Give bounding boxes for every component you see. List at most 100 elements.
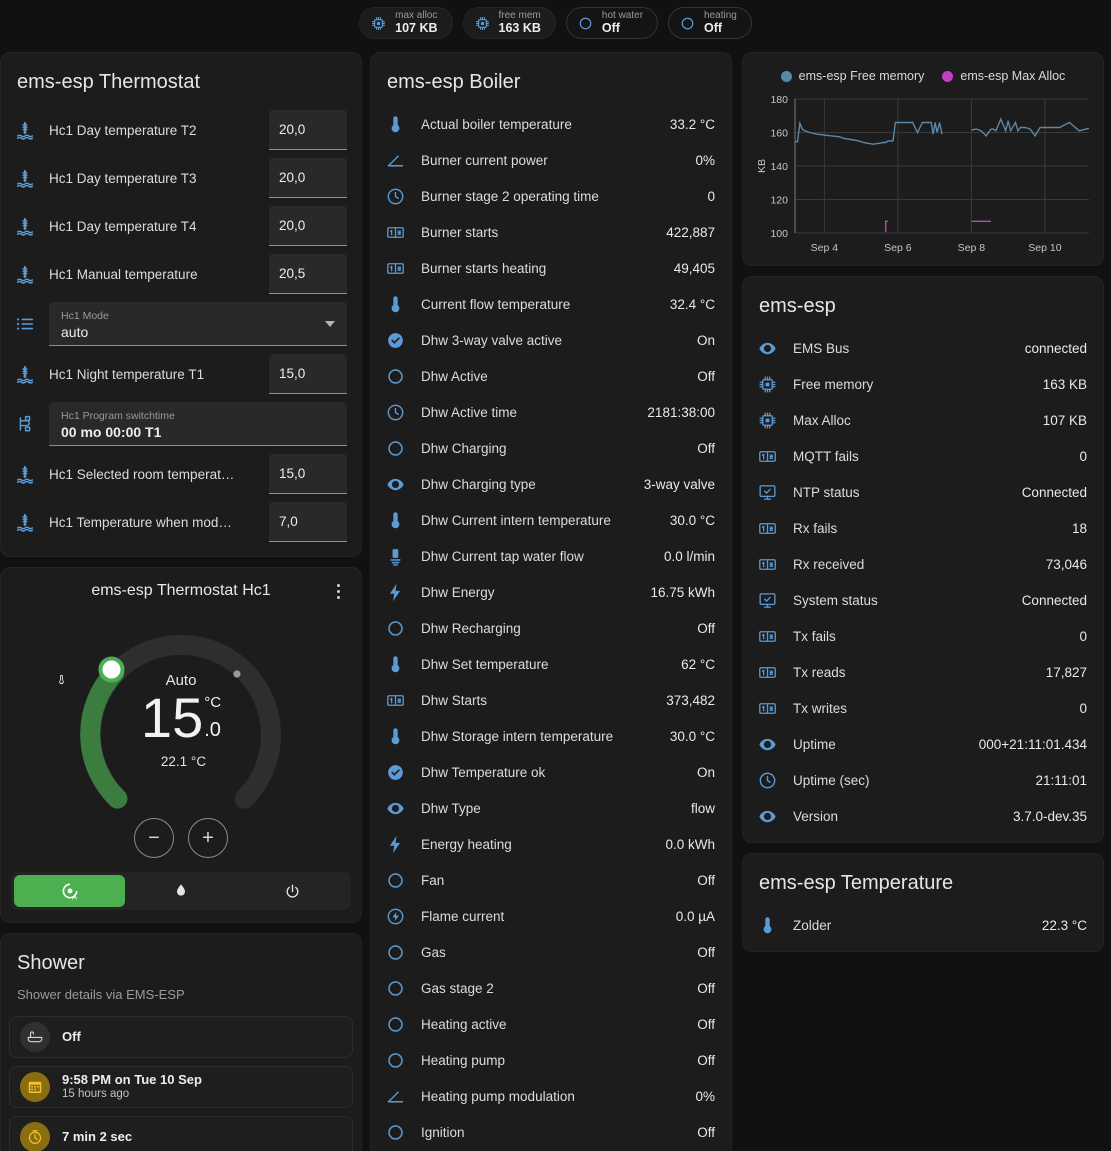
boiler-entity-row[interactable]: Dhw Temperature ok On [371, 754, 731, 790]
control-label: Hc1 Night temperature T1 [49, 366, 205, 382]
number-input[interactable]: 15,0 [269, 454, 347, 494]
badge-max-alloc[interactable]: max alloc 107 KB [359, 7, 453, 39]
boiler-entity-row[interactable]: Current flow temperature 32.4 °C [371, 286, 731, 322]
chart-plot-area[interactable]: 100 120 140 160 180 Sep 4 Sep 6 Sep 8 Sep 10 KB [751, 91, 1097, 259]
thermometer-lines-icon [13, 214, 37, 238]
boiler-entity-row[interactable]: Dhw 3-way valve active On [371, 322, 731, 358]
shower-row[interactable]: 9:58 PM on Tue 10 Sep 15 hours ago [9, 1066, 353, 1108]
boiler-entity-row[interactable]: Flame current 0.0 µA [371, 898, 731, 934]
boiler-entity-row[interactable]: Dhw Active Off [371, 358, 731, 394]
emsesp-entity-row[interactable]: Rx fails 18 [743, 510, 1103, 546]
legend-label: ems-esp Free memory [798, 69, 925, 83]
badge-heating[interactable]: heating Off [668, 7, 752, 39]
boiler-entity-row[interactable]: Dhw Set temperature 62 °C [371, 646, 731, 682]
emsesp-entity-row[interactable]: Version 3.7.0-dev.35 [743, 798, 1103, 834]
entity-value: Connected [1021, 592, 1087, 608]
mode-heat-button[interactable] [125, 875, 236, 907]
shower-row[interactable]: Off [9, 1016, 353, 1058]
thermometer-icon [383, 112, 407, 136]
entity-name: Tx fails [793, 628, 836, 644]
boiler-entity-row[interactable]: Energy heating 0.0 kWh [371, 826, 731, 862]
boiler-entity-row[interactable]: Fan Off [371, 862, 731, 898]
entity-value: 73,046 [1045, 556, 1087, 572]
boiler-entity-row[interactable]: Actual boiler temperature 33.2 °C [371, 106, 731, 142]
boiler-entity-row[interactable]: Dhw Recharging Off [371, 610, 731, 646]
boiler-entity-row[interactable]: Burner stage 2 operating time 0 [371, 178, 731, 214]
boiler-entity-row[interactable]: Heating pump Off [371, 1042, 731, 1078]
number-input[interactable]: 20,5 [269, 254, 347, 294]
emsesp-entity-row[interactable]: MQTT fails 0 [743, 438, 1103, 474]
more-options-icon[interactable] [329, 582, 347, 600]
badge-hot-water[interactable]: hot water Off [565, 7, 659, 39]
emsesp-entity-row[interactable]: Uptime 000+21:11:01.434 [743, 726, 1103, 762]
emsesp-entity-row[interactable]: Max Alloc 107 KB [743, 402, 1103, 438]
bathtub-icon [20, 1022, 50, 1052]
boiler-entity-row[interactable]: Burner starts heating 49,405 [371, 250, 731, 286]
number-input[interactable]: 20,0 [269, 110, 347, 150]
thermometer-lines-icon [13, 166, 37, 190]
boiler-entity-row[interactable]: Dhw Charging type 3-way valve [371, 466, 731, 502]
gauge-icon [383, 1084, 407, 1108]
number-input[interactable]: 7,0 [269, 502, 347, 542]
temperature-entity-row[interactable]: Zolder 22.3 °C [743, 907, 1103, 943]
entity-value: 2181:38:00 [647, 404, 715, 420]
entity-value: 373,482 [666, 692, 715, 708]
dial-handle[interactable] [98, 656, 125, 683]
boiler-entity-row[interactable]: Dhw Starts 373,482 [371, 682, 731, 718]
number-input[interactable]: 20,0 [269, 206, 347, 246]
dial-step-buttons: − + [1, 818, 361, 858]
mode-select[interactable]: Hc1 Mode auto [49, 302, 347, 346]
entity-name: Dhw Current intern temperature [421, 512, 611, 528]
emsesp-entity-row[interactable]: Uptime (sec) 21:11:01 [743, 762, 1103, 798]
emsesp-entity-row[interactable]: Tx fails 0 [743, 618, 1103, 654]
emsesp-entity-row[interactable]: System status Connected [743, 582, 1103, 618]
increase-temperature-button[interactable]: + [188, 818, 228, 858]
boiler-entity-row[interactable]: Heating active Off [371, 1006, 731, 1042]
thermostat-card-title: ems-esp Thermostat [17, 71, 201, 93]
entity-name: MQTT fails [793, 448, 859, 464]
check-circle-icon [383, 328, 407, 352]
entity-name: Dhw Type [421, 800, 481, 816]
entity-name: Zolder [793, 917, 832, 933]
boiler-entity-row[interactable]: Dhw Active time 2181:38:00 [371, 394, 731, 430]
decrease-temperature-button[interactable]: − [134, 818, 174, 858]
boiler-entity-row[interactable]: Dhw Charging Off [371, 430, 731, 466]
emsesp-entity-row[interactable]: Rx received 73,046 [743, 546, 1103, 582]
shower-row[interactable]: 7 min 2 sec [9, 1116, 353, 1151]
boiler-entity-row[interactable]: Ignition Off [371, 1114, 731, 1150]
entity-name: Dhw 3-way valve active [421, 332, 563, 348]
emsesp-entity-row[interactable]: EMS Bus connected [743, 330, 1103, 366]
emsesp-entity-row[interactable]: Free memory 163 KB [743, 366, 1103, 402]
boiler-entity-row[interactable]: Gas stage 2 Off [371, 970, 731, 1006]
circle-outline-icon [383, 868, 407, 892]
boiler-entity-row[interactable]: Dhw Current tap water flow 0.0 l/min [371, 538, 731, 574]
mode-auto-button[interactable]: A [14, 875, 126, 907]
circle-outline-icon [383, 436, 407, 460]
legend-item[interactable]: ems-esp Free memory [780, 69, 925, 83]
text-input[interactable]: Hc1 Program switchtime 00 mo 00:00 T1 [49, 402, 347, 446]
emsesp-entity-row[interactable]: Tx writes 0 [743, 690, 1103, 726]
emsesp-entity-row[interactable]: NTP status Connected [743, 474, 1103, 510]
badge-free-mem[interactable]: free mem 163 KB [462, 7, 556, 39]
entity-value: 0 [707, 188, 715, 204]
number-input[interactable]: 20,0 [269, 158, 347, 198]
chip-icon [370, 15, 387, 32]
entity-value: 33.2 °C [669, 116, 715, 132]
shower-rows-list: Off 9:58 PM on Tue 10 Sep 15 hours ago 7 … [1, 1016, 361, 1151]
boiler-entity-row[interactable]: Heating pump modulation 0% [371, 1078, 731, 1114]
emsesp-entity-row[interactable]: Tx reads 17,827 [743, 654, 1103, 690]
boiler-entity-row[interactable]: Dhw Storage intern temperature 30.0 °C [371, 718, 731, 754]
boiler-entity-row[interactable]: Dhw Energy 16.75 kWh [371, 574, 731, 610]
mode-off-button[interactable] [237, 875, 348, 907]
boiler-entity-row[interactable]: Burner current power 0% [371, 142, 731, 178]
entity-name: Dhw Set temperature [421, 656, 549, 672]
control-label: Hc1 Temperature when mod… [49, 514, 232, 530]
boiler-entity-row[interactable]: Dhw Current intern temperature 30.0 °C [371, 502, 731, 538]
chevron-down-icon[interactable] [325, 320, 335, 327]
boiler-entity-row[interactable]: Dhw Type flow [371, 790, 731, 826]
legend-item[interactable]: ems-esp Max Alloc [942, 69, 1065, 83]
number-input[interactable]: 15,0 [269, 354, 347, 394]
boiler-entity-row[interactable]: Gas Off [371, 934, 731, 970]
timer-icon [20, 1122, 50, 1151]
boiler-entity-row[interactable]: Burner starts 422,887 [371, 214, 731, 250]
